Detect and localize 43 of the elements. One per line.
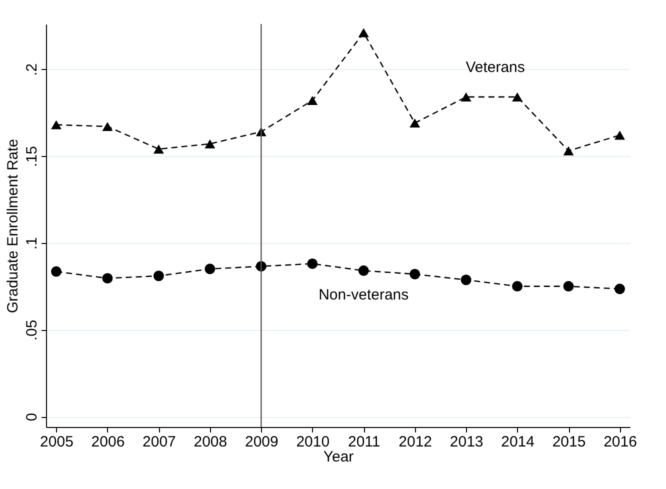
point <box>358 28 369 38</box>
y-tick-label: .1 <box>24 237 40 250</box>
point <box>563 281 574 292</box>
point <box>512 92 523 102</box>
point <box>563 146 574 156</box>
point <box>358 265 369 276</box>
point <box>307 96 318 105</box>
point <box>51 120 62 130</box>
x-tick-label: 2008 <box>194 434 228 450</box>
x-tick-label: 2012 <box>398 434 432 450</box>
x-tick-label: 2013 <box>450 434 484 450</box>
x-tick-label: 2006 <box>91 434 125 450</box>
series-label: Veterans <box>466 58 525 76</box>
point <box>410 268 420 280</box>
point <box>102 273 113 284</box>
point <box>307 258 318 269</box>
point <box>614 130 625 140</box>
point <box>204 139 216 148</box>
x-tick-label: 2005 <box>40 434 74 450</box>
point <box>51 266 62 277</box>
y-tick-label: .05 <box>24 320 40 341</box>
x-tick-label: 2016 <box>604 434 637 450</box>
point <box>460 92 472 102</box>
y-tick-label: .15 <box>24 146 40 167</box>
point <box>153 144 164 154</box>
point <box>153 270 164 282</box>
x-tick-label: 2015 <box>552 434 586 450</box>
point <box>614 284 625 294</box>
point <box>460 274 472 286</box>
y-tick-label: .2 <box>24 63 40 76</box>
x-tick-label: 2011 <box>348 434 380 450</box>
point <box>512 281 523 292</box>
x-tick-label: 2007 <box>142 434 176 450</box>
y-tick-label: 0 <box>24 412 40 422</box>
y-axis-title: Graduate Enrollment Rate <box>4 138 22 314</box>
x-tick-label: 2014 <box>501 434 534 450</box>
point <box>204 264 216 274</box>
point <box>410 118 420 128</box>
point <box>102 122 113 132</box>
series-label: Non-veterans <box>318 286 409 304</box>
x-axis-title: Year <box>323 448 354 466</box>
x-tick-label: 2010 <box>296 434 330 450</box>
x-tick-label: 2009 <box>244 434 278 450</box>
